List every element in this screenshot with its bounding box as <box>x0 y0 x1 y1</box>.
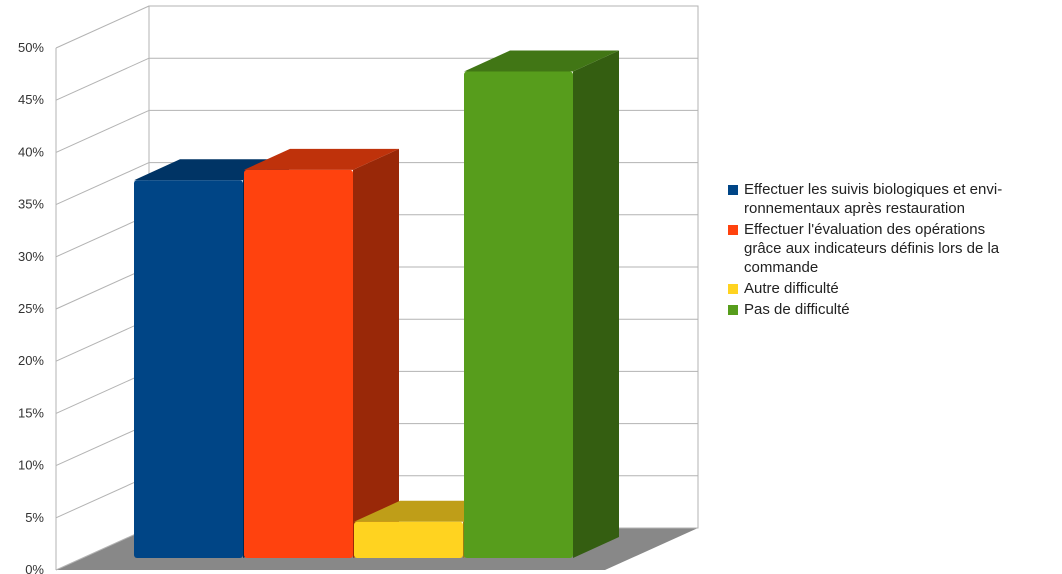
bar-top <box>464 50 619 72</box>
bar-front <box>134 180 243 558</box>
legend-label-line: Effectuer les suivis biologiques et envi… <box>744 181 1003 198</box>
y-tick-label: 25% <box>18 301 44 316</box>
side-gridline <box>55 57 150 101</box>
side-gridline <box>55 214 150 258</box>
y-tick-label: 5% <box>25 510 44 525</box>
bar-front <box>244 169 353 558</box>
legend-label-line: Autre difficulté <box>744 280 839 297</box>
side-gridline <box>55 109 150 153</box>
bar <box>244 148 399 558</box>
y-tick-label: 15% <box>18 405 44 420</box>
y-tick-label: 30% <box>18 249 44 264</box>
bars <box>134 50 619 559</box>
side-gridline <box>55 5 150 49</box>
bar-front <box>354 521 463 558</box>
bar-side <box>573 50 619 559</box>
bar-front <box>464 71 573 559</box>
side-gridline <box>55 370 150 414</box>
legend-item: Effectuer l'évaluation des opérations grâ… <box>728 220 1058 277</box>
y-tick-label: 10% <box>18 458 44 473</box>
legend-label-line: Effectuer l'évaluation des opérations <box>744 221 986 238</box>
bar <box>464 50 619 559</box>
side-gridline <box>55 527 150 571</box>
legend: Effectuer les suivis biologiques et envi… <box>728 180 1058 321</box>
legend-label-line: ronnementaux après restauration <box>744 200 965 217</box>
y-tick-label: 0% <box>25 562 44 574</box>
y-tick-label: 50% <box>18 40 44 55</box>
legend-item: Effectuer les suivis biologiques et envi… <box>728 180 1058 218</box>
bar-side <box>353 148 399 558</box>
side-gridline <box>55 318 150 362</box>
y-axis-ticks: 0% 5% 10% 15% 20% 25% 30% 35% 40% 45% 50% <box>18 40 44 574</box>
y-tick-label: 35% <box>18 197 44 212</box>
side-gridline <box>55 266 150 310</box>
side-gridline <box>55 475 150 519</box>
legend-swatch <box>728 225 738 235</box>
legend-label-line: grâce aux indicateurs définis lors de la <box>744 240 1000 257</box>
legend-swatch <box>728 305 738 315</box>
y-tick-label: 45% <box>18 92 44 107</box>
legend-label-line: Pas de difficulté <box>744 301 850 318</box>
bar-top <box>244 148 399 170</box>
bar-chart: 0% 5% 10% 15% 20% 25% 30% 35% 40% 45% 50% <box>18 5 699 574</box>
side-gridline <box>55 423 150 467</box>
legend-item: Pas de difficulté <box>728 300 1058 319</box>
y-tick-label: 20% <box>18 353 44 368</box>
legend-item: Autre difficulté <box>728 279 1058 298</box>
side-gridline <box>55 162 150 206</box>
legend-swatch <box>728 284 738 294</box>
legend-swatch <box>728 185 738 195</box>
y-tick-label: 40% <box>18 144 44 159</box>
legend-label-line: commande <box>744 259 819 276</box>
